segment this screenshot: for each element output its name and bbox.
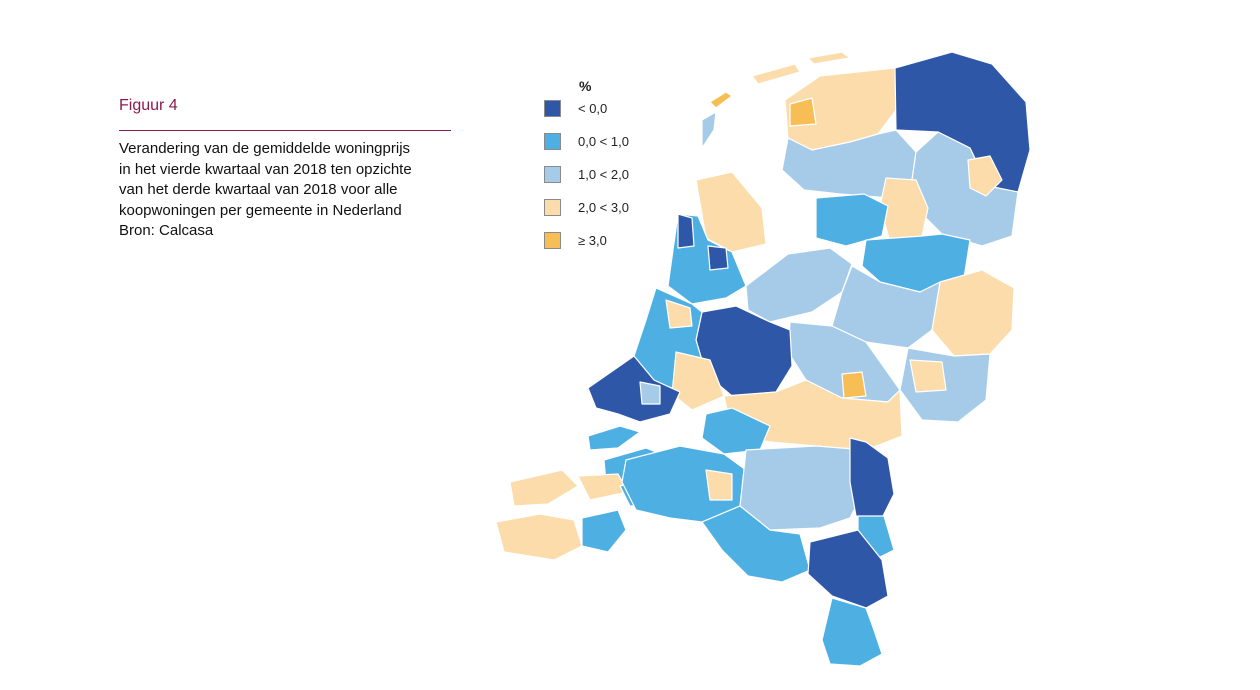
map-region-zeeuws-vlaanderen-east [581, 509, 627, 553]
title-divider [119, 130, 451, 131]
map-region-twente [931, 269, 1015, 357]
map-region-salland [831, 265, 941, 349]
map-region-achterhoek-west [909, 359, 947, 393]
legend-item: 0,0 < 1,0 [544, 131, 629, 151]
map-region-goeree [587, 425, 641, 451]
map-region-groene-hart [671, 351, 725, 411]
figure-caption: Verandering van de gemiddelde woningprij… [119, 139, 459, 242]
map-region-zeeuws-vlaanderen-west [495, 513, 583, 561]
map-region-leiden-area [665, 299, 693, 329]
map-region-zaanstreek [707, 245, 729, 271]
legend-label: 1,0 < 2,0 [578, 166, 629, 182]
legend-item: 2,0 < 3,0 [544, 197, 629, 217]
map-region-rotterdam-rijnmond [587, 355, 681, 423]
legend-unit: % [579, 78, 592, 94]
map-region-schiermonnikoog [807, 51, 851, 65]
legend-label: 2,0 < 3,0 [578, 199, 629, 215]
caption-line: in het vierde kwartaal van 2018 ten opzi… [119, 160, 412, 178]
map-region-noord-brabant [739, 445, 869, 531]
caption-source: Bron: Calcasa [119, 222, 214, 239]
legend-label: < 0,0 [578, 100, 608, 116]
legend-swatch [544, 132, 561, 150]
map-region-drenthe-east [967, 155, 1003, 197]
map-region-vlieland-terschelling [751, 63, 801, 85]
figure-label: Figuur 4 [119, 97, 178, 114]
map-region-brabant-midden [705, 469, 733, 501]
legend-swatch [544, 231, 561, 249]
legend-swatch [544, 198, 561, 216]
map-region-zuid-limburg [821, 597, 883, 667]
map-region-texel [701, 111, 717, 149]
legend-item: ≥ 3,0 [544, 230, 607, 250]
caption-line: Verandering van de gemiddelde woningprij… [119, 140, 411, 157]
map-region-noord-limburg [849, 437, 895, 519]
map-region-friesland-outlier [789, 97, 817, 127]
map-region-den-helder-area [677, 213, 695, 249]
legend-item: < 0,0 [544, 98, 607, 118]
legend-swatch [544, 99, 561, 117]
legend-item: 1,0 < 2,0 [544, 164, 629, 184]
netherlands-choropleth-map [495, 51, 1031, 667]
map-region-noord-beveland [509, 469, 579, 507]
legend-swatch [544, 165, 561, 183]
map-region-noordoostpolder [815, 193, 889, 247]
map-region-midden-limburg [807, 529, 889, 609]
map-region-rijnmond-east [639, 381, 661, 405]
caption-line: koopwoningen per gemeente in Nederland [119, 201, 402, 219]
legend-label: ≥ 3,0 [578, 232, 607, 248]
legend-label: 0,0 < 1,0 [578, 133, 629, 149]
map-region-ameland-island [709, 91, 733, 109]
caption-line: van het derde kwartaal van 2018 voor all… [119, 181, 398, 198]
map-region-gelderland-outlier [841, 371, 867, 399]
